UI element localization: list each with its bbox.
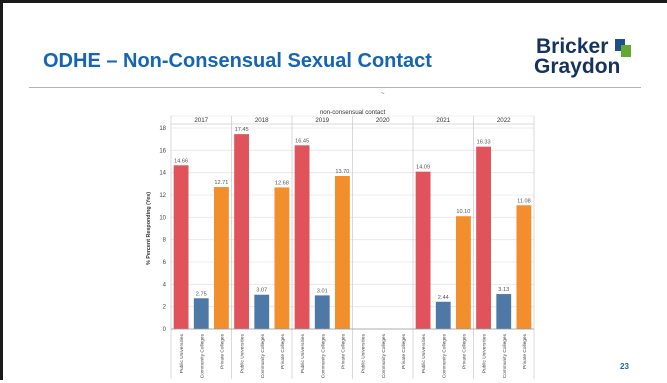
x-tick-label: Community Colleges [199, 333, 205, 378]
year-label: 2018 [255, 117, 269, 124]
y-tick-label: 8 [163, 238, 167, 244]
x-tick-label: Private Colleges [340, 333, 346, 369]
data-label: 12.71 [214, 180, 228, 186]
x-tick-label: Public Universities [421, 333, 427, 373]
x-tick-label: Community Colleges [502, 333, 508, 378]
bar [274, 187, 290, 329]
slide-title: ODHE – Non-Consensual Sexual Contact [43, 50, 432, 72]
year-label: 2019 [315, 117, 329, 124]
x-tick-label: Private Colleges [219, 333, 225, 369]
bar [193, 298, 209, 329]
data-label: 13.70 [335, 169, 349, 175]
x-tick-label: Community Colleges [381, 333, 387, 378]
y-axis-label: % Percent Responding (Yes) [146, 192, 152, 265]
page-number: 23 [620, 362, 629, 371]
x-tick-label: Private Colleges [461, 333, 467, 369]
x-tick-label: Community Colleges [260, 333, 266, 378]
stray-mark: ~ [381, 91, 385, 97]
bar [496, 294, 512, 329]
y-tick-label: 6 [163, 260, 167, 266]
y-tick-label: 10 [159, 215, 166, 221]
x-tick-label: Public Universities [300, 333, 306, 373]
x-tick-label: Private Colleges [401, 333, 407, 369]
bar [294, 145, 310, 329]
chart-title: non-consensual contact [320, 109, 386, 116]
x-tick-label: Public Universities [240, 333, 246, 373]
data-label: 14.66 [174, 158, 188, 164]
bar [214, 187, 229, 329]
data-label: 11.08 [517, 198, 531, 204]
y-tick-label: 0 [163, 327, 167, 333]
data-label: 2.75 [196, 291, 207, 297]
logo-green-square-icon [621, 45, 631, 57]
data-label: 10.10 [456, 209, 470, 215]
bar [415, 171, 431, 329]
bar [314, 295, 330, 329]
bar-chart: non-consensual contact 0 2 4 6 8 10 12 14 16 18 % P… [146, 109, 535, 379]
x-tick-label: Public Universities [482, 333, 488, 373]
data-label: 16.33 [477, 140, 491, 146]
x-tick-label: Community Colleges [441, 333, 447, 378]
x-tick-label: Public Universities [179, 333, 185, 373]
logo-word-bricker: Bricker [536, 35, 609, 58]
year-label: 2022 [497, 117, 511, 124]
title-divider [29, 87, 641, 88]
y-tick-label: 2 [163, 305, 167, 311]
bar [173, 165, 189, 329]
y-tick-label: 16 [159, 148, 166, 154]
bricker-graydon-logo: Bricker Graydon [534, 35, 634, 83]
year-label: 2017 [194, 117, 208, 124]
data-label: 14.09 [416, 165, 430, 171]
data-label: 17.45 [235, 127, 249, 133]
y-tick-label: 18 [159, 126, 166, 132]
data-label: 3.07 [256, 288, 267, 294]
bar [456, 216, 471, 329]
data-label: 16.45 [295, 138, 309, 144]
data-label: 12.68 [275, 180, 289, 186]
data-label: 2.44 [438, 295, 449, 301]
logo-blue-square-icon [615, 39, 625, 51]
y-tick-label: 12 [159, 193, 166, 199]
data-label: 3.01 [317, 288, 328, 294]
logo-word-graydon: Graydon [534, 55, 621, 78]
data-label: 3.13 [498, 287, 509, 293]
bar [516, 205, 532, 329]
y-tick-label: 14 [159, 171, 166, 177]
bar [435, 301, 451, 329]
x-tick-label: Public Universities [361, 333, 367, 373]
bar [254, 294, 270, 329]
year-label: 2020 [376, 117, 390, 124]
x-tick-label: Private Colleges [280, 333, 286, 369]
x-tick-label: Community Colleges [320, 333, 326, 378]
x-tick-label: Private Colleges [522, 333, 528, 369]
year-label: 2021 [436, 117, 450, 124]
bar [335, 176, 350, 329]
y-tick-label: 4 [163, 282, 167, 288]
bar [234, 134, 249, 329]
bar [476, 146, 491, 329]
